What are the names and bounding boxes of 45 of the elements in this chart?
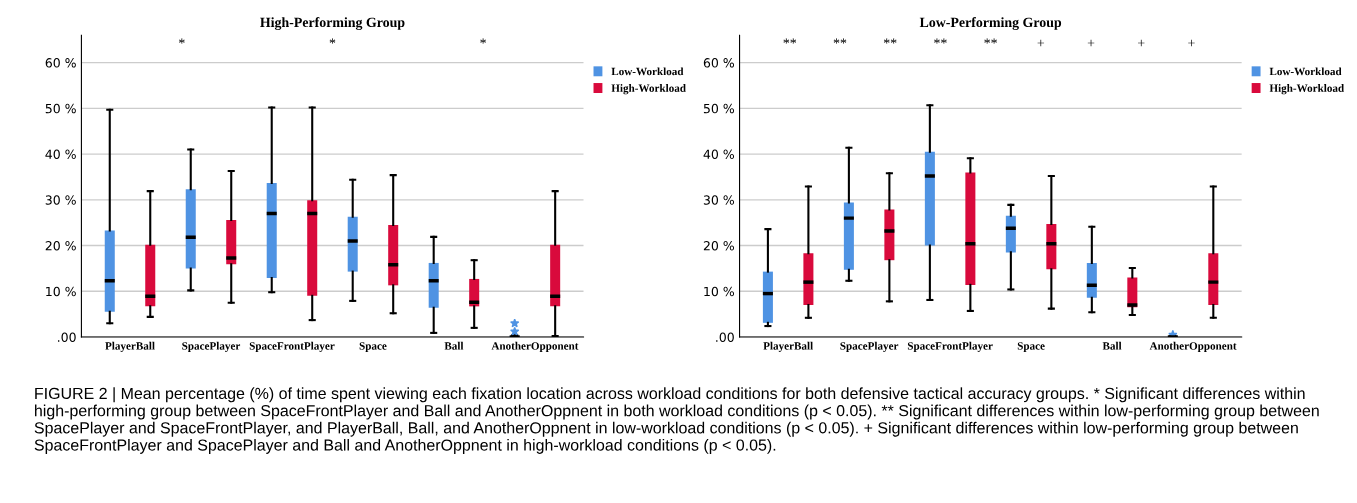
annotation: ** xyxy=(984,38,997,44)
annotation: * xyxy=(179,38,185,44)
annotation: ** xyxy=(783,38,797,44)
x-tick-label: Ball xyxy=(444,341,464,350)
annotation: + xyxy=(1138,39,1145,47)
y-tick-label: 60 % xyxy=(45,58,76,68)
chart-title: Low-Performing Group xyxy=(919,17,1062,30)
annotation: ** xyxy=(833,38,847,44)
x-tick-label: SpacePlayer xyxy=(182,341,241,352)
y-tick-label: 40 % xyxy=(45,149,76,160)
annotation: + xyxy=(1188,39,1195,47)
legend-label: High-Workload xyxy=(1269,84,1345,95)
x-tick-label: SpacePlayer xyxy=(840,341,899,352)
annotation: * xyxy=(480,38,486,44)
y-tick-label: 30 % xyxy=(703,195,735,205)
y-tick-label: 60 % xyxy=(703,58,735,68)
x-tick-label: SpaceFrontPlayer xyxy=(907,341,993,352)
y-tick-label: 40 % xyxy=(703,149,735,160)
annotation: ** xyxy=(934,38,947,44)
y-tick-label: 50 % xyxy=(703,103,735,114)
x-tick-label: PlayerBall xyxy=(105,341,155,352)
legend-label: High-Workload xyxy=(611,84,686,95)
y-tick-label: 20 % xyxy=(703,241,735,251)
y-tick-label: .00 xyxy=(58,332,76,342)
x-tick-label: Space xyxy=(359,342,387,352)
x-tick-label: PlayerBall xyxy=(763,341,813,352)
annotation: * xyxy=(329,38,336,44)
legend-label: Low-Workload xyxy=(611,67,684,76)
x-tick-label: SpaceFrontPlayer xyxy=(249,341,335,352)
y-tick-label: 50 % xyxy=(45,103,76,114)
caption: FIGURE 2 | Mean percentage (%) of time spent viewing each fixation location across workload conditions for both defensive tactical accuracy groups. * Significant differences within high-performing group between SpaceFrontPlayer and Ball and AnotherOppnent in both workload conditions (p < 0.05). ** Significant differences within low-performing group between SpacePlayer and SpaceFrontPlayer, and PlayerBall, Ball, and AnotherOppnent in low-workload conditions (p < 0.05). + Significant differences within low-performing group between SpaceFrontPlayer and SpacePlayer and Ball and AnotherOppnent in high-workload conditions (p < 0.05). xyxy=(34,387,1319,454)
annotation: + xyxy=(1037,39,1045,47)
chart-title: High-Performing Group xyxy=(260,17,405,30)
y-tick-label: 20 % xyxy=(45,241,76,251)
x-tick-label: AnotherOpponent xyxy=(1149,341,1237,352)
y-tick-label: 30 % xyxy=(45,195,76,205)
y-tick-label: 10 % xyxy=(46,286,76,297)
annotation: + xyxy=(1087,39,1095,47)
x-tick-label: AnotherOpponent xyxy=(491,341,579,352)
annotation: ** xyxy=(883,38,897,44)
y-tick-label: .00 xyxy=(716,332,734,342)
legend-label: Low-Workload xyxy=(1269,67,1342,76)
x-tick-label: Ball xyxy=(1102,341,1122,350)
y-tick-label: 10 % xyxy=(704,286,735,297)
x-tick-label: Space xyxy=(1017,342,1045,352)
